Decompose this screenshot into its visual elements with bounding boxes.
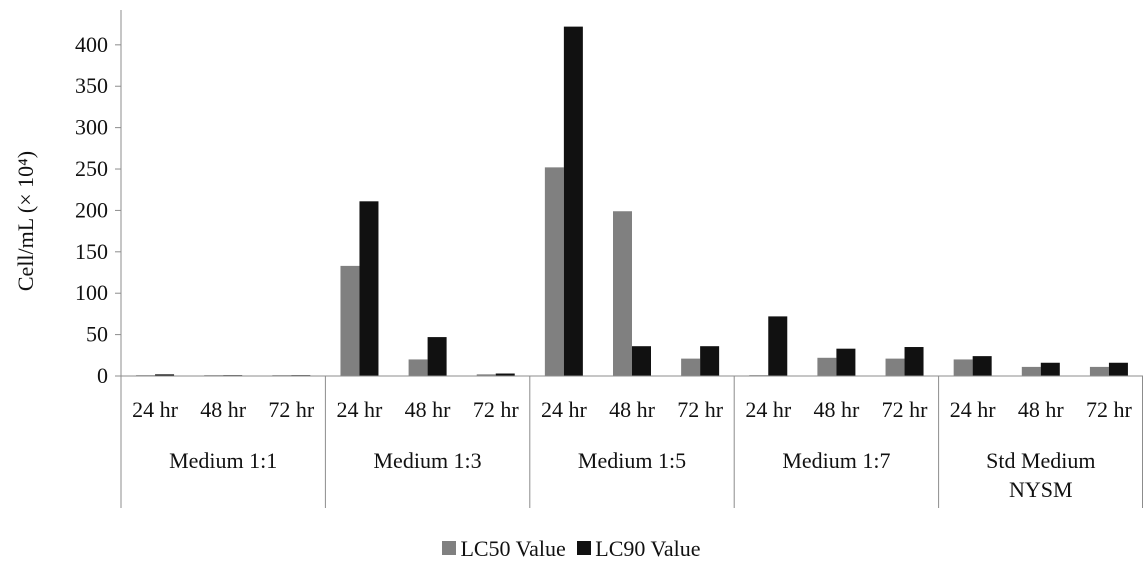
y-tick-label: 50: [86, 322, 108, 347]
y-tick-label: 150: [75, 239, 108, 264]
bar-lc90: [836, 348, 856, 376]
x-tick-label: 48 hr: [1018, 397, 1065, 422]
y-tick-label: 0: [97, 363, 108, 388]
bar-lc90: [1040, 362, 1060, 376]
bar-lc50: [1021, 366, 1041, 376]
x-axis: 24 hr 48 hr 72 hr Medium 1:1 24 hr 48 hr 72 hr…: [120, 375, 1143, 508]
x-tick-label: 72 hr: [1086, 397, 1133, 422]
group-label: Medium 1:1: [169, 448, 277, 473]
x-tick-label: 48 hr: [813, 397, 860, 422]
bar-lc90: [427, 337, 447, 376]
x-tick-label: 48 hr: [609, 397, 656, 422]
bar-lc90: [359, 201, 379, 376]
legend-label-lc50: LC50 Value: [460, 536, 566, 561]
bar-lc50: [953, 359, 973, 376]
bar-lc50: [885, 358, 905, 376]
y-tick-label: 350: [75, 73, 108, 98]
bar-lc50: [340, 265, 360, 376]
bar-lc50: [681, 358, 701, 376]
x-tick-label: 72 hr: [882, 397, 929, 422]
y-tick-label: 250: [75, 156, 108, 181]
bar-lc50: [476, 374, 496, 376]
x-tick-label: 24 hr: [541, 397, 588, 422]
bar-lc90: [904, 347, 924, 376]
group-label: Medium 1:3: [374, 448, 482, 473]
bar-lc90: [563, 26, 583, 376]
bar-lc90: [768, 316, 788, 376]
x-tick-label: 48 hr: [405, 397, 452, 422]
group-label: Medium 1:5: [578, 448, 686, 473]
legend-swatch-lc90: [577, 541, 592, 555]
bar-lc50: [408, 359, 428, 376]
x-tick-label: 72 hr: [473, 397, 520, 422]
y-axis-label: Cell/mL (× 10⁴): [13, 151, 38, 291]
x-tick-label: 24 hr: [132, 397, 179, 422]
bar-lc90: [972, 356, 992, 376]
group-label: Std Medium: [986, 448, 1095, 473]
legend-item-lc50: LC50 Value: [442, 536, 566, 561]
bar-lc90: [495, 373, 515, 376]
y-axis: 0 50 100 150 200 250 300 350 400: [75, 10, 122, 388]
x-tick-label: 24 hr: [950, 397, 997, 422]
group-label: NYSM: [1009, 477, 1073, 502]
bar-lc50: [544, 167, 564, 376]
legend-label-lc90: LC90 Value: [595, 536, 701, 561]
y-tick-label: 300: [75, 115, 108, 140]
y-tick-label: 200: [75, 197, 108, 222]
bar-lc50: [1089, 366, 1109, 376]
y-tick-label: 100: [75, 280, 108, 305]
group-label: Medium 1:7: [782, 448, 890, 473]
legend: LC50 Value LC90 Value: [0, 538, 1143, 560]
bar-lc50: [613, 211, 632, 376]
legend-swatch-lc50: [442, 541, 457, 555]
x-tick-label: 48 hr: [200, 397, 247, 422]
bar-lc90: [700, 346, 720, 376]
bar-lc90: [155, 374, 175, 376]
bar-lc50: [817, 357, 837, 376]
y-tick-label: 400: [75, 32, 108, 57]
bars: [136, 26, 1128, 376]
x-tick-label: 24 hr: [745, 397, 792, 422]
x-tick-label: 72 hr: [677, 397, 724, 422]
bar-lc90: [632, 346, 651, 376]
x-tick-label: 24 hr: [337, 397, 384, 422]
legend-item-lc90: LC90 Value: [577, 536, 701, 561]
x-tick-label: 72 hr: [268, 397, 315, 422]
bar-lc90: [1108, 362, 1128, 376]
